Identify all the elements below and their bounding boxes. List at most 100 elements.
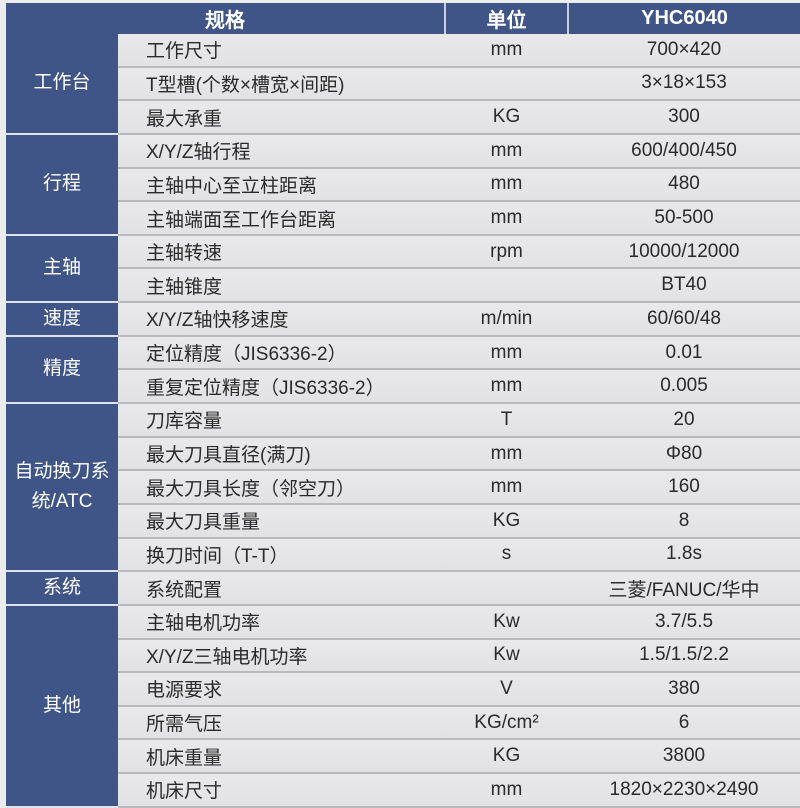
unit-cell: s — [445, 537, 568, 573]
spec-cell: 最大刀具直径(满刀) — [118, 436, 445, 472]
header-model: YHC6040 — [567, 3, 800, 34]
spec-cell: 机床尺寸 — [118, 773, 445, 808]
unit-cell — [445, 571, 568, 606]
value-cell: 3×18×153 — [568, 66, 800, 102]
header-spec: 规格 — [6, 3, 445, 34]
unit-cell: mm — [445, 436, 568, 472]
unit-cell — [445, 66, 568, 102]
table-row: 主轴中心至立柱距离 mm 480 — [6, 167, 800, 203]
table-row: T型槽(个数×槽宽×间距) 3×18×153 — [6, 66, 800, 102]
table-row: 精度 定位精度（JIS6336-2） mm 0.01 — [6, 335, 800, 405]
unit-cell: Kw — [445, 604, 568, 640]
spec-cell: 工作尺寸 — [118, 34, 445, 68]
spec-cell: T型槽(个数×槽宽×间距) — [118, 66, 445, 102]
value-cell: 300 — [568, 100, 800, 135]
category-cell: 精度 — [6, 335, 118, 405]
spec-cell: 电源要求 — [118, 672, 445, 707]
unit-cell: mm — [445, 470, 568, 505]
spec-cell: X/Y/Z三轴电机功率 — [118, 638, 445, 674]
unit-cell: Kw — [445, 638, 568, 674]
unit-cell: mm — [445, 167, 568, 203]
table-row: 速度 X/Y/Z轴快移速度 m/min 60/60/48 — [6, 302, 800, 337]
value-cell: 3800 — [568, 739, 800, 775]
table-row: 重复定位精度（JIS6336-2） mm 0.005 — [6, 369, 800, 405]
category-cell: 其他 — [6, 604, 118, 808]
spec-cell: 最大承重 — [118, 100, 445, 135]
spec-cell: 机床重量 — [118, 739, 445, 775]
spec-cell: 最大刀具长度（邻空刀） — [118, 470, 445, 505]
unit-cell: mm — [445, 201, 568, 236]
value-cell: 1.8s — [568, 537, 800, 573]
unit-cell: mm — [445, 133, 568, 169]
value-cell: 380 — [568, 672, 800, 707]
value-cell: 1820×2230×2490 — [568, 773, 800, 808]
table-row: 机床尺寸 mm 1820×2230×2490 — [6, 773, 800, 808]
value-cell: 8 — [568, 503, 800, 539]
unit-cell: mm — [445, 335, 568, 371]
table-row: 换刀时间（T-T） s 1.8s — [6, 537, 800, 573]
table-row: 最大承重 KG 300 — [6, 100, 800, 135]
table-row: 工作台 工作尺寸 mm 700×420 — [6, 34, 800, 135]
table-row: 系统 系统配置 三菱/FANUC/华中 — [6, 571, 800, 606]
value-cell: 6 — [568, 705, 800, 741]
category-cell: 自动换刀系统/ATC — [6, 403, 118, 573]
spec-cell: X/Y/Z轴快移速度 — [118, 302, 445, 337]
unit-cell: KG — [445, 739, 568, 775]
table-row: 最大刀具重量 KG 8 — [6, 503, 800, 539]
table-row: 其他 主轴电机功率 Kw 3.7/5.5 — [6, 604, 800, 808]
spec-cell: 系统配置 — [118, 571, 445, 606]
spec-cell: X/Y/Z轴行程 — [118, 133, 445, 169]
value-cell: Φ80 — [568, 436, 800, 472]
value-cell: 0.005 — [568, 369, 800, 405]
value-cell: 10000/12000 — [568, 234, 800, 270]
value-cell: 50-500 — [568, 201, 800, 236]
table-row: X/Y/Z三轴电机功率 Kw 1.5/1.5/2.2 — [6, 638, 800, 674]
value-cell: 3.7/5.5 — [568, 604, 800, 640]
unit-cell: T — [445, 403, 568, 438]
category-cell: 系统 — [6, 571, 118, 606]
spec-cell: 主轴端面至工作台距离 — [118, 201, 445, 236]
spec-cell: 重复定位精度（JIS6336-2） — [118, 369, 445, 405]
unit-cell: m/min — [445, 302, 568, 337]
table-row: 电源要求 V 380 — [6, 672, 800, 707]
unit-cell: mm — [445, 773, 568, 808]
spec-cell: 主轴中心至立柱距离 — [118, 167, 445, 203]
category-cell: 速度 — [6, 302, 118, 337]
spec-table: 规格 单位 YHC6040 工作台 工作尺寸 mm 700×420 T型槽(个数×槽宽×… — [6, 3, 800, 808]
spec-cell: 主轴电机功率 — [118, 604, 445, 640]
value-cell: 60/60/48 — [568, 302, 800, 337]
unit-cell: KG — [445, 503, 568, 539]
table-row: 所需气压 KG/cm² 6 — [6, 705, 800, 741]
unit-cell: mm — [445, 34, 568, 68]
header-unit: 单位 — [444, 3, 568, 34]
table-row: 主轴端面至工作台距离 mm 50-500 — [6, 201, 800, 236]
table-row: 自动换刀系统/ATC 刀库容量 T 20 — [6, 403, 800, 573]
spec-table-body: 工作台 工作尺寸 mm 700×420 T型槽(个数×槽宽×间距) 3×18×153 最大承… — [6, 34, 800, 808]
spec-cell: 所需气压 — [118, 705, 445, 741]
value-cell: 1.5/1.5/2.2 — [568, 638, 800, 674]
spec-cell: 定位精度（JIS6336-2） — [118, 335, 445, 371]
spec-cell: 刀库容量 — [118, 403, 445, 438]
unit-cell: mm — [445, 369, 568, 405]
table-row: 机床重量 KG 3800 — [6, 739, 800, 775]
value-cell: 160 — [568, 470, 800, 505]
category-cell: 主轴 — [6, 234, 118, 304]
unit-cell: V — [445, 672, 568, 707]
header-row: 规格 单位 YHC6040 — [6, 3, 800, 34]
unit-cell — [445, 268, 568, 304]
value-cell: 480 — [568, 167, 800, 203]
table-row: 行程 X/Y/Z轴行程 mm 600/400/450 — [6, 133, 800, 236]
table-row: 主轴锥度 BT40 — [6, 268, 800, 304]
value-cell: 600/400/450 — [568, 133, 800, 169]
unit-cell: KG/cm² — [445, 705, 568, 741]
unit-cell: KG — [445, 100, 568, 135]
spec-cell: 主轴锥度 — [118, 268, 445, 304]
table-row: 最大刀具直径(满刀) mm Φ80 — [6, 436, 800, 472]
spec-cell: 主轴转速 — [118, 234, 445, 270]
value-cell: 700×420 — [568, 34, 800, 68]
value-cell: 20 — [568, 403, 800, 438]
value-cell: BT40 — [568, 268, 800, 304]
spec-cell: 换刀时间（T-T） — [118, 537, 445, 573]
value-cell: 0.01 — [568, 335, 800, 371]
category-cell: 行程 — [6, 133, 118, 236]
